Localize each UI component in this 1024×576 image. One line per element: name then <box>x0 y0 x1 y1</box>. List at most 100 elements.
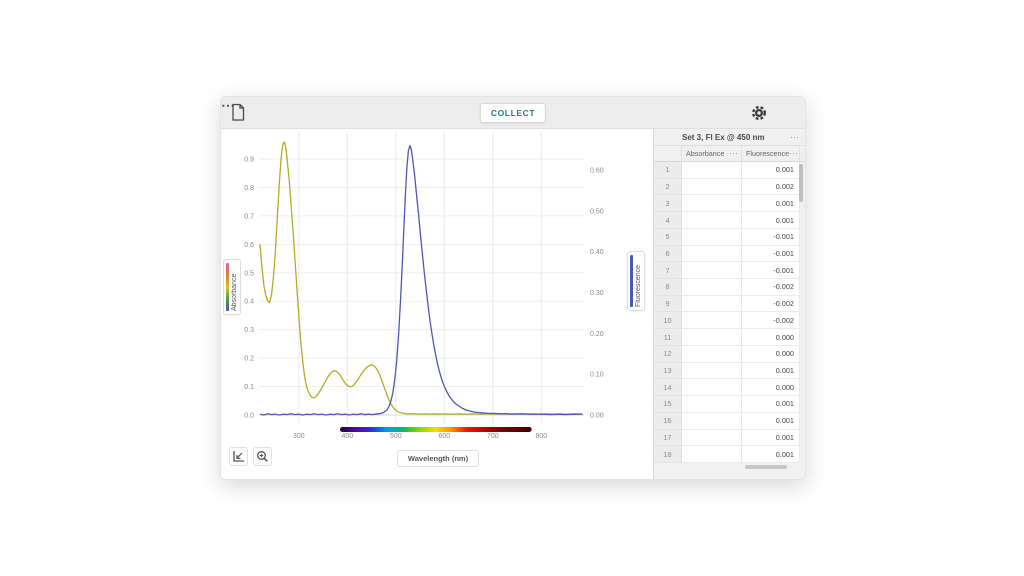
row-number-cell[interactable]: 9 <box>654 295 682 313</box>
x-axis-label[interactable]: Wavelength (nm) <box>397 450 479 467</box>
row-number-cell[interactable]: 13 <box>654 362 682 380</box>
absorbance-cell[interactable] <box>682 362 742 380</box>
row-number-cell[interactable]: 5 <box>654 228 682 246</box>
app-window: COLLECT ⋯ <box>220 96 806 480</box>
dataset-title: Set 3, Fl Ex @ 450 nm <box>682 132 765 142</box>
row-number-cell[interactable]: 6 <box>654 245 682 263</box>
fluorescence-cell[interactable]: 0.001 <box>742 446 800 463</box>
fluorescence-cell[interactable]: 0.001 <box>742 162 800 179</box>
horizontal-scrollbar[interactable] <box>745 465 787 469</box>
vertical-scrollbar[interactable] <box>799 164 803 202</box>
table-row: 9 -0.002 <box>654 295 805 313</box>
fluorescence-cell[interactable]: 0.001 <box>742 195 800 213</box>
table-row: 11 0.000 <box>654 329 805 346</box>
absorbance-cell[interactable] <box>682 228 742 246</box>
fluorescence-cell[interactable]: 0.001 <box>742 396 800 413</box>
x-tick-label: 400 <box>341 433 353 440</box>
dataset-header[interactable]: Set 3, Fl Ex @ 450 nm ⋯ <box>654 129 805 146</box>
right-axis-label[interactable]: Fluorescence <box>627 251 645 311</box>
magnifier-icon <box>257 451 268 462</box>
row-number-cell[interactable]: 2 <box>654 178 682 196</box>
table-row: 16 0.001 <box>654 412 805 430</box>
absorbance-cell[interactable] <box>682 429 742 447</box>
absorbance-cell[interactable] <box>682 446 742 463</box>
absorbance-cell[interactable] <box>682 262 742 280</box>
fluorescence-cell[interactable]: 0.000 <box>742 379 800 397</box>
absorbance-cell[interactable] <box>682 329 742 346</box>
table-row: 2 0.002 <box>654 178 805 196</box>
zoom-button[interactable] <box>253 447 272 466</box>
x-tick-label: 800 <box>535 433 547 440</box>
column-header-absorbance[interactable]: Absorbance ⋯ <box>682 146 742 161</box>
fluorescence-cell[interactable]: 0.001 <box>742 212 800 229</box>
file-icon[interactable] <box>230 103 246 122</box>
x-tick-label: 300 <box>293 433 305 440</box>
table-row: 12 0.000 <box>654 345 805 363</box>
row-number-cell[interactable]: 16 <box>654 412 682 430</box>
row-number-cell[interactable]: 18 <box>654 446 682 463</box>
row-number-cell[interactable]: 11 <box>654 329 682 346</box>
row-number-cell[interactable]: 10 <box>654 312 682 330</box>
fluorescence-cell[interactable]: 0.000 <box>742 329 800 346</box>
table-row: 17 0.001 <box>654 429 805 447</box>
row-number-cell[interactable]: 12 <box>654 345 682 363</box>
row-number-cell[interactable]: 17 <box>654 429 682 447</box>
left-axis-label-text: Absorbance <box>231 273 238 311</box>
table-row: 5 -0.001 <box>654 228 805 246</box>
absorbance-cell[interactable] <box>682 178 742 196</box>
table-row: 4 0.001 <box>654 212 805 229</box>
topbar: COLLECT ⋯ <box>221 97 805 129</box>
absorbance-cell[interactable] <box>682 312 742 330</box>
left-tick-label: 0.7 <box>244 213 254 220</box>
row-number-cell[interactable]: 4 <box>654 212 682 229</box>
fluorescence-cell[interactable]: -0.002 <box>742 279 800 296</box>
fluorescence-cell[interactable]: 0.002 <box>742 178 800 196</box>
absorbance-cell[interactable] <box>682 396 742 413</box>
absorbance-cell[interactable] <box>682 379 742 397</box>
x-tick-label: 600 <box>438 433 450 440</box>
absorbance-cell[interactable] <box>682 295 742 313</box>
table-row: 10 -0.002 <box>654 312 805 330</box>
graph-options-button[interactable] <box>229 447 248 466</box>
fluorescence-cell[interactable]: -0.002 <box>742 295 800 313</box>
x-tick-label: 500 <box>390 433 402 440</box>
left-tick-label: 0.9 <box>244 157 254 164</box>
fluorescence-cell[interactable]: -0.001 <box>742 245 800 263</box>
absorbance-cell[interactable] <box>682 345 742 363</box>
right-tick-label: 0.10 <box>590 372 604 379</box>
absorbance-cell[interactable] <box>682 279 742 296</box>
fluorescence-cell[interactable]: -0.002 <box>742 312 800 330</box>
fluorescence-cell[interactable]: 0.001 <box>742 412 800 430</box>
absorbance-cell[interactable] <box>682 245 742 263</box>
collect-button[interactable]: COLLECT <box>479 103 547 123</box>
fluorescence-cell[interactable]: 0.001 <box>742 429 800 447</box>
row-number-cell[interactable]: 7 <box>654 262 682 280</box>
absorbance-cell[interactable] <box>682 412 742 430</box>
row-number-gutter <box>654 146 682 161</box>
fluorescence-cell[interactable]: -0.001 <box>742 262 800 280</box>
table-row: 7 -0.001 <box>654 262 805 280</box>
row-number-cell[interactable]: 15 <box>654 396 682 413</box>
fluorescence-cell[interactable]: -0.001 <box>742 228 800 246</box>
spectrum-chart[interactable]: 300 400 500 600 700 8000.00.10.20.30.40.50.60… <box>221 129 655 480</box>
fluorescence-cell[interactable]: 0.000 <box>742 345 800 363</box>
left-tick-label: 0.0 <box>244 413 254 420</box>
row-number-cell[interactable]: 8 <box>654 279 682 296</box>
column-header-fluorescence[interactable]: Fluorescence ⋯ <box>742 146 800 161</box>
absorbance-cell[interactable] <box>682 162 742 179</box>
row-number-cell[interactable]: 14 <box>654 379 682 397</box>
absorbance-cell[interactable] <box>682 195 742 213</box>
settings-gear-icon[interactable] <box>751 105 767 121</box>
more-menu-icon[interactable]: ⋯ <box>221 97 236 113</box>
fluorescence-cell[interactable]: 0.001 <box>742 362 800 380</box>
row-number-cell[interactable]: 3 <box>654 195 682 213</box>
left-axis-label[interactable]: Absorbance <box>223 259 241 315</box>
absorbance-cell[interactable] <box>682 212 742 229</box>
row-number-cell[interactable]: 1 <box>654 162 682 179</box>
left-tick-label: 0.5 <box>244 270 254 277</box>
column-menu-icon[interactable]: ⋯ <box>729 148 738 158</box>
dataset-menu-icon[interactable]: ⋯ <box>790 131 799 142</box>
table-body: 1 0.001 2 0.002 3 0.001 4 0.001 5 -0.001 6 -0.001 7 -… <box>654 162 805 463</box>
column-menu-icon[interactable]: ⋯ <box>789 148 799 158</box>
